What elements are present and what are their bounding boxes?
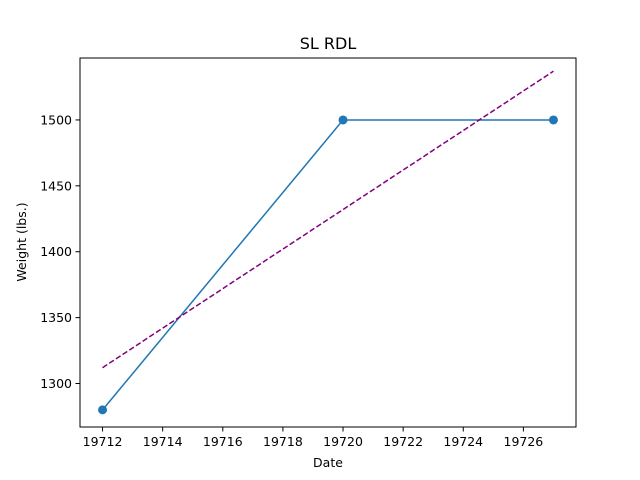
- x-tick-label: 19722: [383, 434, 423, 449]
- y-tick-label: 1450: [40, 178, 72, 193]
- data-point: [548, 115, 558, 125]
- x-tick-label: 19716: [203, 434, 243, 449]
- trend-line: [102, 70, 554, 369]
- x-tick-label: 19726: [504, 434, 544, 449]
- axes-frame: [79, 57, 577, 428]
- x-tick-label: 19724: [443, 434, 483, 449]
- y-tick-label: 1500: [40, 112, 72, 127]
- y-tick-label: 1300: [40, 376, 72, 391]
- data-point: [98, 405, 108, 415]
- data-point: [338, 115, 348, 125]
- x-tick-label: 19718: [263, 434, 303, 449]
- y-tick-label: 1350: [40, 310, 72, 325]
- y-tick-label: 1400: [40, 244, 72, 259]
- x-tick-label: 19720: [323, 434, 363, 449]
- y-axis: 1300 1350 1400 1450 1500: [40, 112, 80, 391]
- x-axis: 19712 19714 19716 19718 19720 19722 19724 19726: [83, 427, 544, 449]
- x-tick-label: 19714: [143, 434, 183, 449]
- y-axis-label: Weight (lbs.): [14, 202, 29, 281]
- x-tick-label: 19712: [83, 434, 123, 449]
- plot-area: [98, 70, 558, 415]
- chart-title: SL RDL: [300, 34, 357, 53]
- x-axis-label: Date: [313, 455, 343, 470]
